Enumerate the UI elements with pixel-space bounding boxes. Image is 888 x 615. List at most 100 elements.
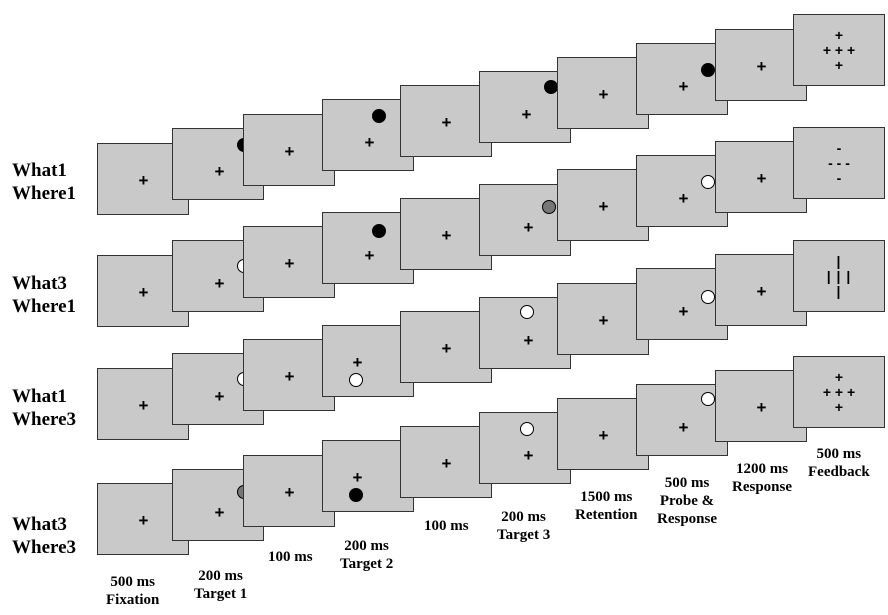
row-label-what1-where3: What1 Where3: [12, 385, 76, 431]
fixation-cross: +: [756, 169, 767, 188]
row-label-line: What1: [12, 386, 67, 407]
feedback-symbol: + + +: [822, 384, 856, 400]
black-target-dot: [544, 80, 558, 94]
fixation-cross: +: [598, 85, 609, 104]
fixation-cross: +: [598, 197, 609, 216]
fixation-cross: +: [598, 426, 609, 445]
stimulus-frame: +: [243, 226, 335, 298]
black-target-dot: [701, 63, 715, 77]
stimulus-frame: +: [400, 311, 492, 383]
timing-label-line: Target 3: [497, 527, 551, 543]
stimulus-frame: +: [322, 99, 414, 171]
fixation-cross: +: [214, 387, 225, 406]
stimulus-frame: +: [715, 29, 807, 101]
stimulus-frame: +: [636, 268, 728, 340]
timing-label-line: 200 ms: [344, 538, 389, 554]
stimulus-frame: | | | | |: [793, 240, 885, 312]
feedback-symbol: +: [834, 369, 844, 385]
feedback-symbol: - - -: [828, 155, 850, 171]
timing-label-line: 500 ms: [110, 574, 155, 590]
black-target-dot: [349, 488, 363, 502]
timing-label-feedback: 500 ms Feedback: [808, 445, 870, 481]
timing-label-line: Response: [732, 479, 793, 495]
stimulus-frame: +: [322, 325, 414, 397]
row-label-line: Where1: [12, 183, 77, 204]
timing-label-line: Response: [657, 511, 718, 527]
stimulus-frame: +: [636, 384, 728, 456]
timing-label-line: 200 ms: [501, 509, 546, 525]
fixation-cross: +: [441, 339, 452, 358]
stimulus-frame: +: [557, 169, 649, 241]
feedback-symbol: | | |: [826, 268, 852, 284]
feedback-symbol: |: [836, 253, 842, 269]
fixation-cross: +: [138, 396, 149, 415]
white-target-dot: [701, 290, 715, 304]
timing-label-line: Fixation: [106, 592, 160, 608]
row-label-line: Where3: [12, 537, 77, 558]
stimulus-frame: +: [715, 254, 807, 326]
timing-label-line: Probe &: [659, 493, 715, 509]
feedback-symbol: -: [836, 170, 842, 186]
row-label-what3-where3: What3 Where3: [12, 513, 76, 559]
fixation-cross: +: [214, 503, 225, 522]
fixation-cross: +: [284, 367, 295, 386]
fixation-cross: +: [284, 483, 295, 502]
timing-label-retention: 1500 ms Retention: [575, 488, 638, 524]
fixation-cross: +: [441, 454, 452, 473]
fixation-cross: +: [441, 226, 452, 245]
white-target-dot: [349, 373, 363, 387]
stimulus-frame: + + + + +: [793, 14, 885, 86]
fixation-cross: +: [523, 446, 534, 465]
timing-label-line: 500 ms: [664, 475, 710, 491]
stimulus-frame: +: [479, 71, 571, 143]
stimulus-frame: +: [636, 155, 728, 227]
timing-label-line: Target 1: [194, 586, 248, 602]
black-target-dot: [372, 224, 386, 238]
row-label-what1-where1: What1 Where1: [12, 159, 76, 205]
feedback-symbol: |: [836, 283, 842, 299]
feedback-symbol: -: [836, 140, 842, 156]
stimulus-frame: +: [400, 85, 492, 157]
timing-label-target-2: 200 ms Target 2: [340, 537, 393, 573]
fixation-cross: +: [756, 282, 767, 301]
timing-label-probe: 500 ms Probe & Response: [657, 474, 717, 528]
row-label-what3-where1: What3 Where1: [12, 272, 76, 318]
stimulus-frame: +: [715, 141, 807, 213]
black-target-dot: [372, 109, 386, 123]
row-label-line: What3: [12, 514, 67, 535]
fixation-cross: +: [678, 189, 689, 208]
fixation-cross: +: [284, 142, 295, 161]
timing-label-isi-1: 100 ms: [268, 548, 313, 566]
fixation-cross: +: [678, 77, 689, 96]
timing-label-line: 1200 ms: [735, 461, 789, 477]
timing-label-line: 200 ms: [198, 568, 243, 584]
white-target-dot: [701, 392, 715, 406]
stimulus-frame: +: [400, 198, 492, 270]
timing-label-line: 1500 ms: [580, 489, 633, 505]
fixation-cross: +: [598, 311, 609, 330]
stimulus-frame: +: [322, 440, 414, 512]
white-target-dot: [520, 422, 534, 436]
fixation-cross: +: [756, 398, 767, 417]
stimulus-frame: + + + + +: [793, 356, 885, 428]
fixation-cross: +: [756, 57, 767, 76]
fixation-cross: +: [138, 511, 149, 530]
fixation-cross: +: [352, 468, 363, 487]
row-label-line: What1: [12, 160, 67, 181]
timing-label-line: Target 2: [340, 556, 394, 572]
fixation-cross: +: [352, 353, 363, 372]
timing-label-line: 500 ms: [816, 446, 862, 462]
stimulus-frame: +: [243, 339, 335, 411]
timing-label-line: 100 ms: [268, 549, 313, 565]
timing-label-target-1: 200 ms Target 1: [194, 567, 247, 603]
fixation-cross: +: [214, 162, 225, 181]
stimulus-frame: +: [479, 184, 571, 256]
row-label-line: Where1: [12, 296, 77, 317]
fixation-cross: +: [441, 113, 452, 132]
stimulus-frame: +: [479, 412, 571, 484]
fixation-cross: +: [521, 105, 532, 124]
stimulus-frame: -- - --: [793, 127, 885, 199]
fixation-cross: +: [138, 171, 149, 190]
timing-label-fixation: 500 ms Fixation: [106, 573, 159, 609]
